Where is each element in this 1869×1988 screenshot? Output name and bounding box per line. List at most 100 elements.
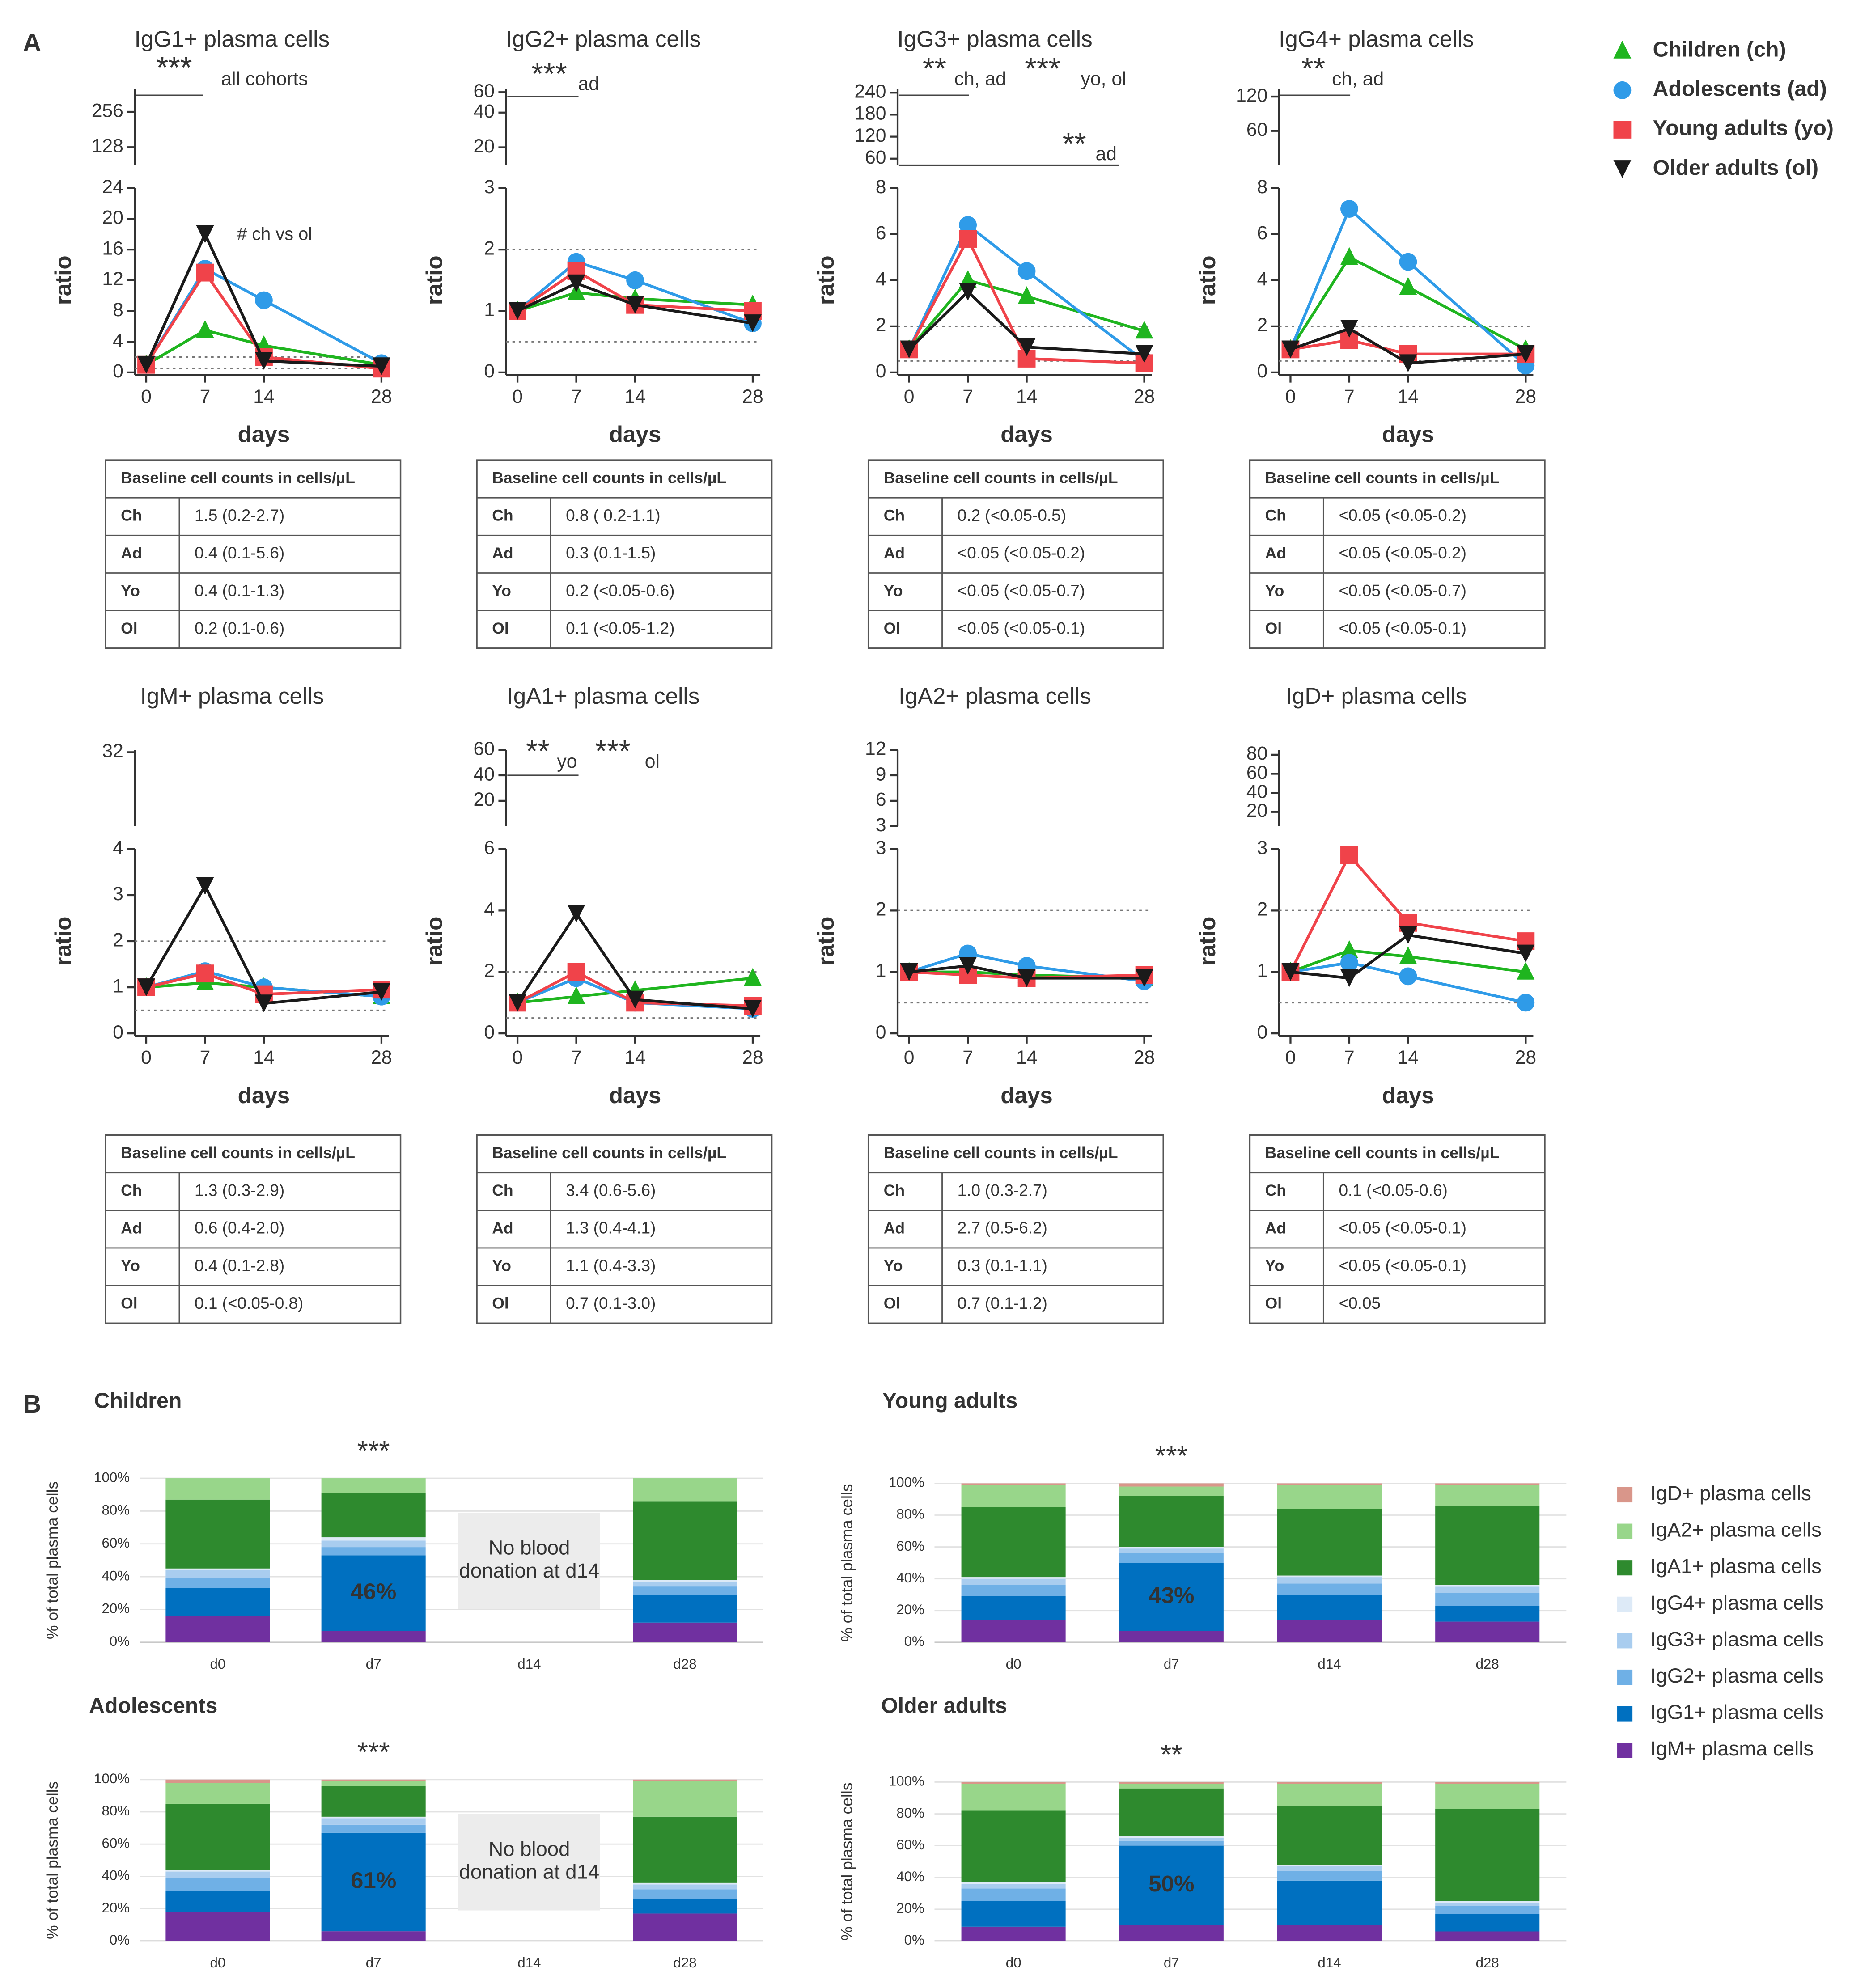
x-tick-label: 28 (1515, 386, 1536, 407)
marker (1399, 277, 1417, 295)
x-tick-label: 0 (512, 386, 523, 407)
table-cell: <0.05 (<0.05-0.7) (958, 581, 1085, 600)
bar-segment (633, 1816, 737, 1883)
marker (567, 905, 585, 923)
table-row-label: Ad (121, 1219, 142, 1237)
y-tick-label: 1 (484, 299, 495, 321)
bar-segment (633, 1781, 737, 1817)
marker (1281, 963, 1300, 981)
bar-segment (1119, 1553, 1224, 1563)
bar-segment (1435, 1483, 1540, 1485)
chart-title: IgD+ plasma cells (1286, 683, 1467, 709)
x-tick-label: 0 (512, 1047, 523, 1068)
bar-segment (165, 1870, 270, 1872)
y-tick-label: 3 (484, 176, 495, 198)
bar-segment (1277, 1782, 1382, 1784)
legend-label: Adolescents (ad) (1653, 77, 1827, 101)
bar-segment (321, 1540, 426, 1548)
table-row-label: Ad (1265, 1219, 1286, 1237)
marker (1340, 320, 1358, 338)
bar-segment (961, 1578, 1066, 1585)
x-tick-label: 14 (624, 1047, 645, 1068)
bar-segment (1119, 1784, 1224, 1789)
y-tick-label-upper: 40 (474, 101, 495, 122)
table-cell: 0.1 (<0.05-0.6) (1339, 1181, 1447, 1200)
annotation: ** (1063, 127, 1086, 161)
x-tick-label: 14 (1016, 386, 1037, 407)
bar-segment (165, 1878, 270, 1891)
legend-swatch (1617, 1596, 1633, 1612)
marker (373, 983, 390, 1001)
bar-segment (321, 1493, 426, 1538)
table-cell: 0.7 (0.1-1.2) (958, 1294, 1047, 1312)
legend-label: IgG3+ plasma cells (1650, 1628, 1824, 1650)
y-tick-label-upper: 9 (876, 763, 886, 785)
y-axis-title: % of total plasma cells (838, 1782, 856, 1940)
x-tick-label: 7 (1344, 386, 1355, 407)
y-tick-label: 8 (113, 299, 123, 321)
series-line (908, 952, 1144, 983)
marker (900, 963, 918, 981)
marker (196, 877, 214, 895)
marker (567, 986, 585, 1004)
series-line (908, 290, 1144, 355)
table-cell: 0.4 (0.1-5.6) (195, 544, 284, 562)
table-border (867, 459, 1164, 649)
annotation: ch, ad (1332, 68, 1384, 89)
series-line (517, 282, 753, 325)
bar-segment (165, 1570, 270, 1578)
y-tick-label-upper: 120 (854, 125, 886, 146)
y-axis-title: ratio (422, 255, 447, 305)
table-cell: 0.1 (<0.05-1.2) (566, 619, 674, 637)
marker (1017, 338, 1036, 356)
x-tick-label: 0 (141, 1047, 152, 1068)
bar-segment (1435, 1506, 1540, 1585)
marker (1017, 286, 1036, 304)
table-header: Baseline cell counts in cells/µL (121, 469, 355, 487)
bar-segment (165, 1499, 270, 1569)
bar-segment (321, 1816, 426, 1819)
bar-segment (633, 1884, 737, 1890)
x-axis-title: days (1382, 422, 1434, 447)
chart-title: Older adults (881, 1694, 1007, 1718)
annotation: *** (157, 51, 192, 85)
marker (744, 314, 762, 332)
bar-segment (633, 1913, 737, 1941)
table-row-label: Ad (884, 1219, 905, 1237)
y-tick-label: 2 (484, 960, 495, 981)
bar-segment (165, 1803, 270, 1870)
marker (196, 964, 214, 983)
marker (1517, 944, 1535, 963)
chart-title: Children (94, 1388, 182, 1413)
marker (1399, 926, 1417, 944)
table-cell: <0.05 (1339, 1294, 1380, 1312)
bar-segment (1119, 1845, 1224, 1925)
bar-segment (165, 1578, 270, 1588)
marker (196, 320, 214, 338)
bar-segment (961, 1810, 1066, 1882)
bar-segment (633, 1595, 737, 1623)
y-tick-label: 0 (876, 360, 886, 382)
annotation: *** (595, 735, 631, 769)
table-row-label: Yo (884, 1256, 903, 1274)
series-line (517, 260, 754, 325)
y-tick-label-upper: 60 (474, 80, 495, 102)
bar-segment (633, 1899, 737, 1914)
table-row-label: Ch (1265, 1181, 1286, 1199)
table-cell: 1.3 (0.3-2.9) (195, 1181, 284, 1200)
marker (1017, 262, 1036, 280)
x-tick-label: 0 (141, 386, 152, 407)
bar-segment (321, 1537, 426, 1541)
table-row-label: Ch (492, 507, 513, 524)
x-tick-label: 14 (253, 1047, 274, 1068)
table-header: Baseline cell counts in cells/µL (1265, 1144, 1500, 1162)
y-tick-label: 0 (1257, 360, 1268, 382)
annotation: ad (578, 73, 599, 95)
bar-segment (1119, 1548, 1224, 1553)
marker (1399, 354, 1417, 372)
marker (255, 352, 273, 370)
annotation: ** (1301, 52, 1325, 86)
table-cell: <0.05 (<0.05-0.2) (1339, 506, 1466, 524)
table-cell: 0.1 (<0.05-0.8) (195, 1294, 303, 1312)
